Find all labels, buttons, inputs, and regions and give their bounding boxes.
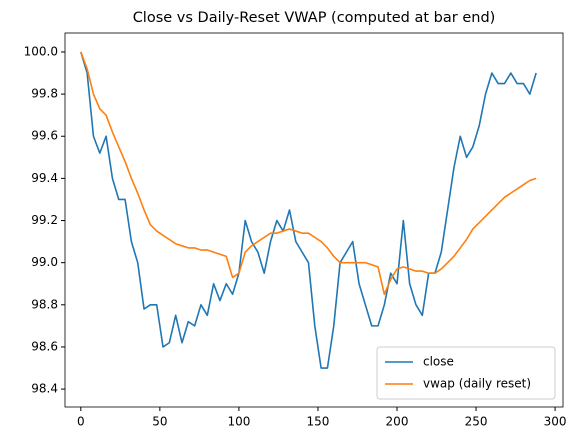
y-tick-label: 99.0 [31,255,58,269]
y-tick-label: 99.4 [31,171,58,185]
x-tick-label: 150 [306,415,329,429]
plot-frame [64,32,564,408]
y-tick-label: 98.4 [31,382,58,396]
y-tick-label: 100.0 [24,44,58,58]
legend-label: close [423,355,454,369]
y-tick-label: 99.6 [31,129,58,143]
legend: close vwap (daily reset) [376,346,556,400]
x-tick-label: 200 [386,415,409,429]
chart-title: Close vs Daily-Reset VWAP (computed at b… [133,10,496,26]
y-tick-label: 99.8 [31,87,58,101]
x-tick-label: 50 [152,415,167,429]
series-line [80,51,537,296]
x-tick-label: 300 [544,415,567,429]
x-tick-label: 250 [465,415,488,429]
x-tick-label: 100 [227,415,250,429]
series-line [80,51,537,369]
y-tick-label: 99.2 [31,213,58,227]
legend-label: vwap (daily reset) [423,377,531,391]
legend-box [376,346,556,400]
y-tick-label: 98.8 [31,297,58,311]
x-tick-label: 0 [77,415,85,429]
y-tick-label: 98.6 [31,339,58,353]
